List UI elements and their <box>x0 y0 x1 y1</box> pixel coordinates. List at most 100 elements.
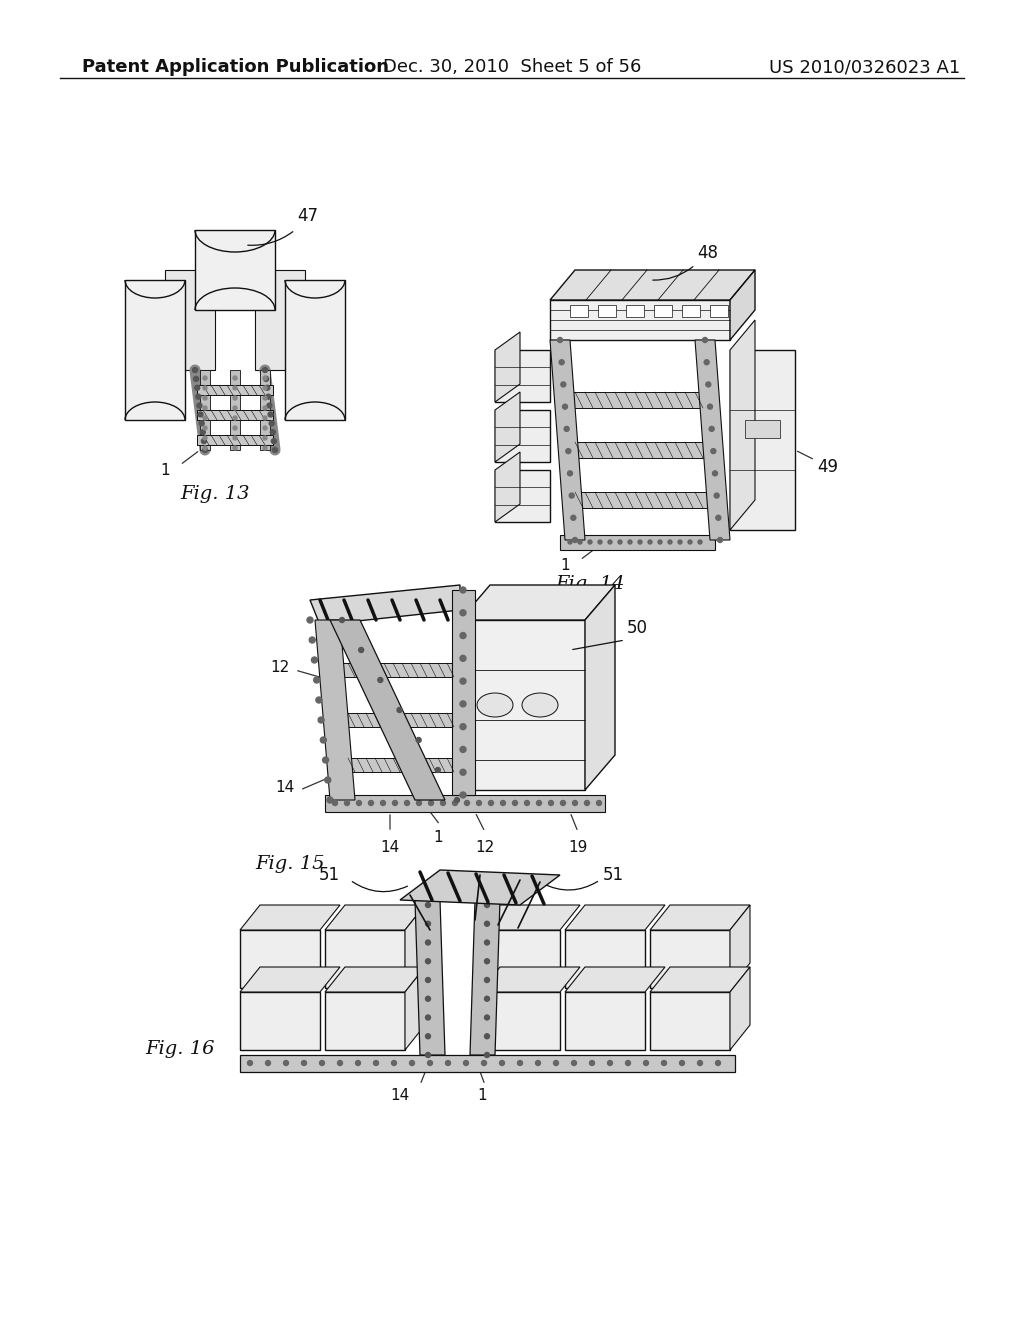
Circle shape <box>344 800 349 805</box>
Circle shape <box>708 404 713 409</box>
Text: 51: 51 <box>318 866 340 884</box>
Circle shape <box>233 436 237 440</box>
Circle shape <box>688 540 692 544</box>
Circle shape <box>557 338 562 342</box>
Circle shape <box>265 1060 270 1065</box>
Circle shape <box>194 376 199 381</box>
Circle shape <box>590 1060 595 1065</box>
Circle shape <box>697 1060 702 1065</box>
Circle shape <box>567 471 572 475</box>
Circle shape <box>648 540 652 544</box>
Circle shape <box>233 376 237 380</box>
Circle shape <box>517 1060 522 1065</box>
Bar <box>570 305 588 317</box>
Circle shape <box>578 540 582 544</box>
Circle shape <box>481 1060 486 1065</box>
Polygon shape <box>565 931 645 987</box>
Circle shape <box>263 426 267 430</box>
Circle shape <box>269 421 274 426</box>
Polygon shape <box>650 993 730 1049</box>
Circle shape <box>426 978 430 982</box>
Polygon shape <box>240 1055 735 1072</box>
Circle shape <box>263 385 267 389</box>
Circle shape <box>702 338 708 342</box>
Circle shape <box>309 638 315 643</box>
Circle shape <box>465 800 469 805</box>
Circle shape <box>537 800 542 805</box>
Polygon shape <box>650 968 750 993</box>
Circle shape <box>512 800 517 805</box>
Polygon shape <box>480 993 560 1049</box>
Circle shape <box>267 403 272 408</box>
Polygon shape <box>240 993 319 1049</box>
Text: 47: 47 <box>297 207 318 224</box>
Circle shape <box>488 800 494 805</box>
Text: 12: 12 <box>475 840 495 855</box>
Circle shape <box>358 648 364 652</box>
Polygon shape <box>480 931 560 987</box>
Circle shape <box>307 616 313 623</box>
Circle shape <box>460 655 466 661</box>
Circle shape <box>706 381 711 387</box>
Polygon shape <box>560 535 715 550</box>
Polygon shape <box>260 370 270 450</box>
Circle shape <box>561 381 566 387</box>
Polygon shape <box>200 370 210 450</box>
Circle shape <box>271 438 276 444</box>
Circle shape <box>484 903 489 908</box>
Text: 48: 48 <box>697 244 718 261</box>
Circle shape <box>460 632 466 639</box>
Circle shape <box>284 1060 289 1065</box>
Circle shape <box>705 360 710 364</box>
Circle shape <box>338 1060 342 1065</box>
Circle shape <box>435 767 440 772</box>
Circle shape <box>233 407 237 411</box>
Circle shape <box>428 800 433 805</box>
Polygon shape <box>730 271 755 341</box>
Circle shape <box>203 385 207 389</box>
Circle shape <box>626 1060 631 1065</box>
Circle shape <box>426 1034 430 1039</box>
Circle shape <box>426 1015 430 1020</box>
Circle shape <box>203 446 207 450</box>
Circle shape <box>233 396 237 400</box>
Circle shape <box>453 800 458 805</box>
Polygon shape <box>495 350 550 403</box>
Circle shape <box>585 800 590 805</box>
Polygon shape <box>730 968 750 1049</box>
Polygon shape <box>340 713 458 727</box>
Circle shape <box>607 1060 612 1065</box>
Circle shape <box>233 385 237 389</box>
Polygon shape <box>197 385 273 395</box>
Ellipse shape <box>477 693 513 717</box>
Polygon shape <box>197 436 273 445</box>
Circle shape <box>564 426 569 432</box>
Circle shape <box>404 800 410 805</box>
Polygon shape <box>495 333 520 403</box>
Circle shape <box>710 426 714 432</box>
Bar <box>682 305 700 317</box>
Polygon shape <box>585 585 615 789</box>
Circle shape <box>426 1052 430 1057</box>
Circle shape <box>327 797 333 803</box>
Circle shape <box>323 756 329 763</box>
Text: US 2010/0326023 A1: US 2010/0326023 A1 <box>769 58 961 77</box>
Polygon shape <box>470 900 500 1055</box>
Polygon shape <box>340 758 458 772</box>
Polygon shape <box>325 795 605 812</box>
Circle shape <box>460 792 466 799</box>
Circle shape <box>318 717 325 723</box>
Bar <box>654 305 672 317</box>
Circle shape <box>484 997 489 1002</box>
Circle shape <box>618 540 622 544</box>
Circle shape <box>559 360 564 364</box>
Text: 51: 51 <box>603 866 624 884</box>
Circle shape <box>311 657 317 663</box>
Polygon shape <box>565 968 665 993</box>
Polygon shape <box>460 620 585 789</box>
Text: Dec. 30, 2010  Sheet 5 of 56: Dec. 30, 2010 Sheet 5 of 56 <box>383 58 641 77</box>
Circle shape <box>484 978 489 982</box>
Circle shape <box>263 396 267 400</box>
Circle shape <box>391 1060 396 1065</box>
Circle shape <box>460 770 466 775</box>
